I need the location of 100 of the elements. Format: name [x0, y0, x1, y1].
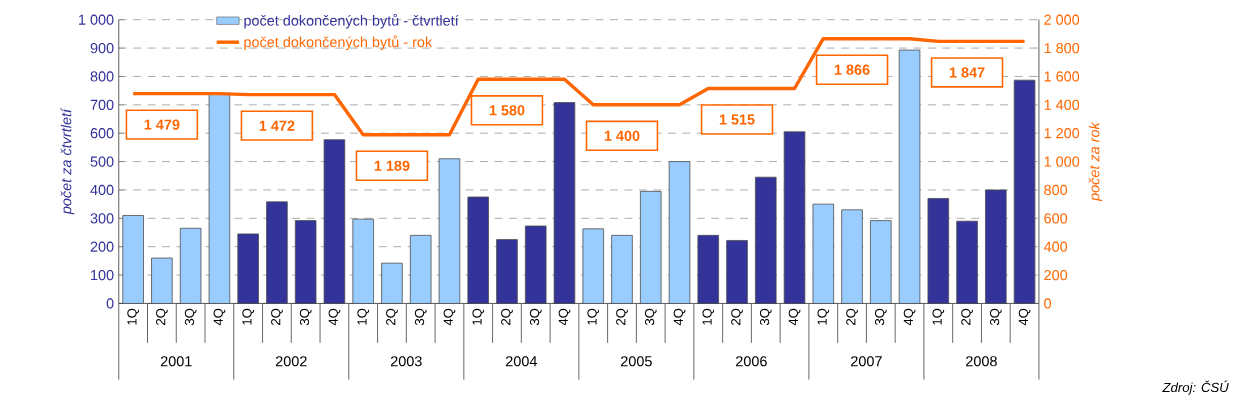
x-tick-label: 2Q — [386, 308, 398, 325]
x-tick-label: 1Q — [472, 308, 485, 325]
bar — [582, 228, 604, 304]
x-tick-label: 2Q — [961, 308, 973, 325]
legend-label: počet dokončených bytů - čtvrtletí — [244, 13, 459, 29]
text: 2005 — [621, 356, 652, 367]
x-tick-label: 4Q — [788, 308, 801, 326]
y2-tick-label: 1 800 — [1044, 43, 1080, 54]
x-tick-label: 4Q — [328, 308, 341, 326]
x-tick-label: 3Q — [989, 308, 1002, 326]
y2-tick-label: 600 — [1044, 213, 1068, 224]
text: 2007 — [851, 356, 882, 367]
bar — [841, 209, 863, 304]
bar — [755, 176, 777, 304]
x-tick-label: 3Q — [529, 308, 542, 326]
data-label: 1 400 — [604, 130, 640, 141]
text: 2002 — [275, 356, 307, 367]
y-tick-label: 900 — [90, 43, 114, 54]
y-tick-label: 400 — [90, 184, 114, 196]
y2-tick-label: 1 000 — [1044, 156, 1080, 167]
bar — [726, 240, 748, 304]
x-tick-label: 1Q — [587, 308, 600, 325]
y-tick-label: 600 — [90, 128, 114, 139]
x-tick-label: 1Q — [357, 308, 370, 325]
bar — [956, 220, 978, 304]
y2-tick-label: 1 400 — [1044, 99, 1080, 110]
bar — [208, 93, 231, 304]
y2-tick-label: 1 600 — [1044, 71, 1080, 82]
data-label: 1 580 — [489, 105, 525, 116]
x-tick-label: 2Q — [616, 308, 628, 325]
x-tick-label: 3Q — [644, 308, 657, 326]
bar — [179, 227, 202, 304]
bar — [237, 233, 259, 304]
text: 2001 — [160, 356, 192, 367]
bar — [898, 49, 921, 304]
bar — [812, 203, 835, 304]
bar — [668, 161, 691, 304]
bar — [266, 201, 288, 304]
bar — [697, 234, 720, 304]
x-tick-label: 1Q — [702, 308, 715, 325]
y2-tick-label: 2 000 — [1044, 14, 1080, 25]
bar — [467, 196, 489, 304]
y-tick-label: 500 — [90, 156, 114, 167]
bar — [294, 220, 317, 304]
bar — [553, 102, 576, 304]
x-tick-label: 1Q — [817, 308, 830, 325]
y2-axis-title: počet za rok — [1088, 121, 1103, 202]
legend-label: počet dokončených bytů - rok — [244, 35, 433, 51]
y-tick-label: 1 000 — [79, 14, 114, 25]
bar — [409, 234, 432, 304]
x-tick-label: 4Q — [558, 308, 571, 326]
data-label: 1 472 — [259, 120, 295, 131]
bar — [122, 215, 144, 304]
y-tick-label: 100 — [91, 269, 114, 281]
x-tick-label: 3Q — [184, 308, 197, 326]
bar — [524, 225, 547, 304]
text: 2006 — [736, 356, 767, 367]
x-tick-label: 4Q — [673, 308, 686, 326]
y2-tick-label: 400 — [1043, 241, 1068, 252]
x-tick-label: 2Q — [846, 308, 858, 325]
bar — [985, 189, 1007, 304]
bar — [611, 234, 633, 304]
x-tick-label: 4Q — [1018, 308, 1031, 326]
bar — [352, 218, 374, 304]
bar — [151, 257, 173, 304]
bar — [1013, 79, 1036, 304]
bar — [496, 239, 518, 304]
text: 2003 — [390, 356, 422, 367]
text: 2008 — [966, 356, 997, 367]
x-tick-label: 1Q — [242, 308, 254, 325]
x-tick-label: 4Q — [213, 308, 226, 326]
data-label: 1 866 — [834, 64, 870, 75]
x-tick-label: 3Q — [874, 308, 887, 326]
x-tick-label: 3Q — [299, 308, 312, 326]
x-tick-label: 4Q — [903, 308, 916, 326]
bar — [927, 198, 950, 304]
x-tick-label: 4Q — [443, 308, 456, 326]
y-tick-label: 300 — [90, 213, 114, 224]
data-label: 1 515 — [719, 114, 755, 125]
data-label: 1 189 — [374, 160, 410, 171]
bar — [639, 190, 662, 304]
bar — [870, 220, 892, 304]
x-tick-label: 1Q — [127, 308, 139, 325]
text: 2004 — [505, 356, 537, 367]
y-tick-label: 800 — [90, 71, 114, 82]
x-tick-label: 2Q — [731, 308, 743, 325]
text: Zdroj: ČSÚ — [1162, 380, 1229, 395]
x-tick-label: 1Q — [932, 308, 945, 325]
y-axis-title: počet za čtvrtletí — [60, 107, 75, 215]
x-tick-label: 2Q — [271, 308, 283, 325]
y2-tick-label: 200 — [1044, 269, 1068, 281]
y-tick-label: 0 — [106, 298, 114, 309]
bar — [323, 139, 346, 304]
bar — [381, 262, 403, 304]
y-tick-label: 200 — [90, 241, 114, 252]
bar — [783, 131, 806, 304]
x-tick-label: 3Q — [759, 308, 772, 326]
x-tick-label: 2Q — [156, 308, 168, 325]
data-label: 1 847 — [949, 67, 985, 78]
y2-tick-label: 0 — [1044, 298, 1052, 309]
